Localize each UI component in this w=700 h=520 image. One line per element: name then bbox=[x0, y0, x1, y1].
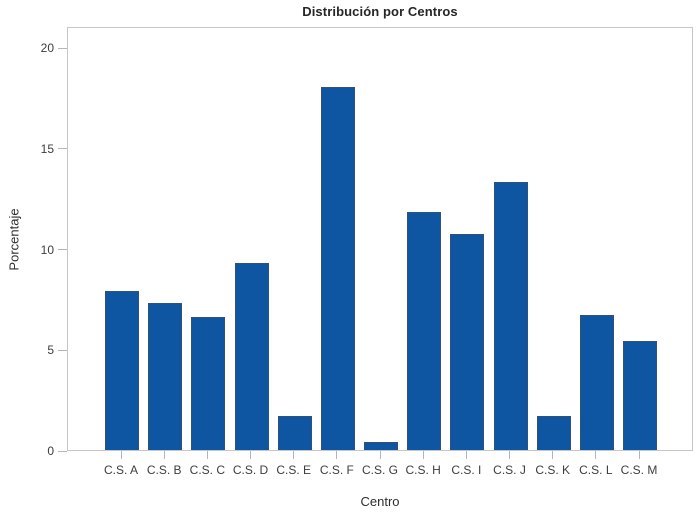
x-tick-mark bbox=[120, 451, 122, 459]
x-tick-label: C.S. A bbox=[103, 463, 138, 477]
x-tick-label: C.S. G bbox=[361, 463, 398, 477]
x-tick-label: C.S. M bbox=[620, 463, 658, 477]
x-tick-label: C.S. K bbox=[535, 463, 570, 477]
x-tick-mark bbox=[293, 451, 295, 459]
x-tick-label: C.S. B bbox=[146, 463, 182, 477]
x-axis-label: Centro bbox=[360, 494, 400, 509]
chart-title: Distribución por Centros bbox=[302, 4, 458, 19]
y-tick-label: 20 bbox=[40, 41, 54, 56]
bar-c-s-a bbox=[105, 291, 139, 450]
x-tick-label: C.S. L bbox=[579, 463, 613, 477]
x-tick-label: C.S. H bbox=[405, 463, 441, 477]
y-tick-mark bbox=[58, 148, 67, 150]
x-tick-mark bbox=[422, 451, 424, 459]
x-tick-mark bbox=[552, 451, 554, 459]
x-tick-label: C.S. D bbox=[232, 463, 269, 477]
y-tick-label: 0 bbox=[47, 444, 54, 458]
bar-c-s-h bbox=[407, 212, 442, 450]
bar-c-s-d bbox=[234, 263, 269, 450]
bar-c-s-m bbox=[623, 341, 657, 450]
x-tick-mark bbox=[206, 451, 208, 459]
bar-c-s-j bbox=[493, 182, 528, 450]
x-tick-label: C.S. E bbox=[276, 463, 311, 477]
bar-c-s-i bbox=[450, 234, 485, 450]
x-tick-label: C.S. I bbox=[451, 463, 482, 477]
bar-c-s-f bbox=[320, 87, 355, 450]
bar-c-s-l bbox=[579, 315, 614, 450]
y-tick-mark bbox=[58, 249, 67, 251]
x-tick-label: C.S. C bbox=[189, 463, 225, 477]
y-tick-label: 5 bbox=[47, 343, 54, 358]
x-tick-mark bbox=[336, 451, 338, 459]
y-axis-label: Porcentaje bbox=[6, 208, 22, 271]
y-tick-label: 15 bbox=[40, 141, 54, 156]
y-tick-mark bbox=[58, 47, 67, 49]
y-tick-mark bbox=[58, 349, 67, 351]
x-tick-label: C.S. F bbox=[319, 463, 354, 477]
x-tick-mark bbox=[465, 451, 467, 459]
plot-area bbox=[67, 27, 693, 451]
x-tick-mark bbox=[379, 451, 381, 459]
bar-c-s-k bbox=[536, 416, 571, 450]
y-tick-mark bbox=[58, 450, 67, 452]
bar-c-s-c bbox=[191, 317, 226, 450]
bar-c-s-e bbox=[277, 416, 312, 450]
x-tick-label: C.S. J bbox=[493, 463, 526, 477]
bar-c-s-b bbox=[148, 303, 183, 450]
x-tick-mark bbox=[250, 451, 251, 459]
x-tick-mark bbox=[638, 451, 640, 459]
x-tick-mark bbox=[595, 451, 597, 459]
bar-c-s-g bbox=[364, 442, 398, 450]
x-tick-mark bbox=[509, 451, 510, 459]
y-tick-label: 10 bbox=[40, 242, 54, 257]
x-tick-mark bbox=[163, 451, 165, 459]
